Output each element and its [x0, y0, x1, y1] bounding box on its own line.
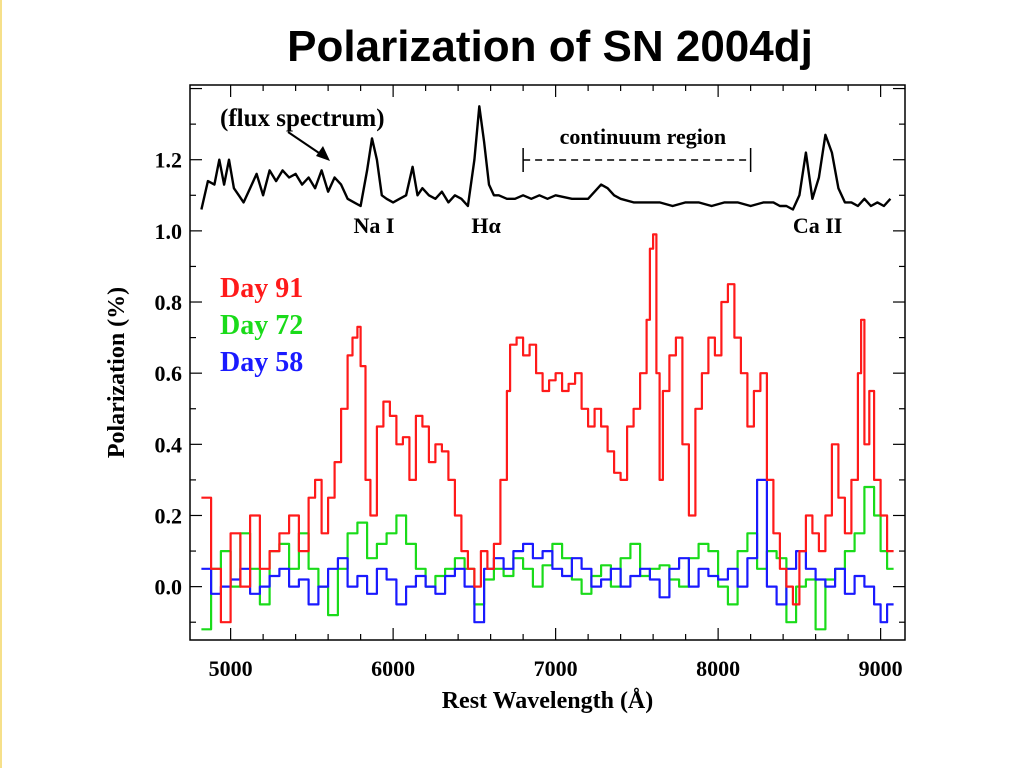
continuum-region-label: continuum region: [560, 124, 726, 149]
spectral-line-label: Na I: [354, 213, 395, 238]
x-tick-label: 9000: [859, 656, 903, 681]
series-line-day-72: [201, 485, 894, 631]
x-axis-label: Rest Wavelength (Å): [442, 688, 654, 714]
legend-entry: Day 58: [220, 347, 303, 378]
y-tick-label: 1.2: [155, 148, 183, 173]
x-tick-label: 8000: [696, 656, 740, 681]
x-tick-label: 5000: [209, 656, 253, 681]
y-tick-label: 1.0: [155, 219, 183, 244]
flux-arrow-head: [316, 146, 330, 161]
x-tick-label: 6000: [371, 656, 415, 681]
plot-area: [200, 105, 894, 631]
x-tick-label: 7000: [534, 656, 578, 681]
y-tick-label: 0.4: [155, 432, 183, 457]
slide-left-rule: [0, 0, 2, 768]
spectral-line-label: Hα: [471, 213, 501, 238]
y-tick-label: 0.8: [155, 290, 183, 315]
plot-frame: [189, 84, 906, 641]
slide-title: Polarization of SN 2004dj: [287, 22, 813, 71]
flux-spectrum-label: (flux spectrum): [220, 105, 385, 132]
y-tick-label: 0.6: [155, 361, 183, 386]
y-axis-label: Polarization (%): [104, 287, 130, 458]
y-tick-label: 0.0: [155, 575, 183, 600]
legend-entry: Day 72: [220, 310, 303, 341]
y-tick-label: 0.2: [155, 503, 183, 528]
flux-arrow-shaft: [287, 131, 323, 156]
series-line-flux-spectrum: [200, 105, 892, 211]
series-line-day-91: [201, 233, 894, 624]
spectral-line-label: Ca II: [793, 213, 843, 238]
series-line-day-58: [201, 478, 894, 624]
legend-entry: Day 91: [220, 273, 303, 304]
